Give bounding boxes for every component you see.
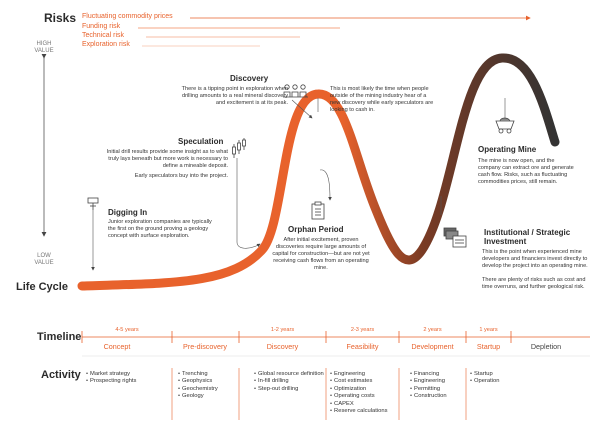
- operating-mine-description: The mine is now open, and the company ca…: [478, 158, 574, 185]
- risk-technical: Technical risk: [82, 32, 125, 39]
- list-item: Geophysics: [178, 378, 238, 385]
- institutional-title: Institutional / Strategic Investment: [484, 228, 571, 246]
- low-value-label: LOW VALUE: [34, 253, 54, 266]
- years-concept-prediscovery: 4-5 years: [115, 327, 139, 333]
- risks-heading: Risks: [44, 11, 77, 25]
- money-document-icon: [443, 227, 467, 248]
- years-startup: 1 years: [479, 327, 498, 333]
- discovery-note: This is most likely the time when people…: [330, 86, 434, 113]
- activity-list-pre-discovery: Trenching Geophysics Geochemistry Geolog…: [178, 371, 238, 401]
- investors-icon: [283, 84, 308, 98]
- phase-startup: Startup: [476, 342, 501, 351]
- risk-commodity-prices: Fluctuating commodity prices: [82, 13, 173, 20]
- list-item: Geochemistry: [178, 386, 238, 393]
- list-item: Engineering: [330, 371, 400, 378]
- activity-list-startup: Startup Operation: [470, 371, 518, 386]
- list-item: Financing: [410, 371, 466, 378]
- drill-rig-icon: [87, 197, 99, 210]
- phase-depletion: Depletion: [530, 342, 562, 351]
- list-item: In-fill drilling: [254, 378, 326, 385]
- list-item: Optimization: [330, 386, 400, 393]
- years-feasibility: 2-3 years: [350, 327, 375, 333]
- list-item: Step-out drilling: [254, 386, 326, 393]
- phase-development: Development: [411, 342, 454, 351]
- digging-in-title: Digging In: [108, 208, 148, 217]
- activity-heading: Activity: [41, 369, 81, 381]
- digging-in-description: Junior exploration companies are typical…: [108, 219, 212, 239]
- list-item: Engineering: [410, 378, 466, 385]
- list-item: Operating costs: [330, 393, 400, 400]
- list-item: Trenching: [178, 371, 238, 378]
- phase-discovery: Discovery: [266, 342, 299, 351]
- list-item: Startup: [470, 371, 518, 378]
- list-item: Operation: [470, 378, 518, 385]
- list-item: Market strategy: [86, 371, 170, 378]
- candlestick-chart-icon: [232, 138, 246, 158]
- list-item: Construction: [410, 393, 466, 400]
- speculation-title: Speculation: [178, 137, 224, 146]
- activity-list-development: Financing Engineering Permitting Constru…: [410, 371, 466, 401]
- speculation-description: Initial drill results provide some insig…: [106, 149, 228, 169]
- high-value-label: HIGH VALUE: [34, 41, 54, 54]
- institutional-description: This is the point when experienced mine …: [482, 249, 588, 269]
- orphan-period-description: After initial excitement, proven discove…: [272, 237, 370, 271]
- list-item: Geology: [178, 393, 238, 400]
- activity-list-discovery: Global resource definition In-fill drill…: [254, 371, 326, 393]
- years-development: 2 years: [423, 327, 442, 333]
- list-item: Global resource definition: [254, 371, 326, 378]
- list-item: CAPEX: [330, 401, 400, 408]
- speculation-note: Early speculators buy into the project.: [134, 173, 228, 179]
- phase-feasibility: Feasibility: [346, 342, 379, 351]
- years-discovery: 1-2 years: [270, 327, 295, 333]
- life-cycle-label: Life Cycle: [16, 281, 68, 293]
- activity-list-concept: Market strategy Prospecting rights: [86, 371, 170, 386]
- discovery-title: Discovery: [230, 74, 269, 83]
- discovery-description: There is a tipping point in exploration …: [181, 86, 288, 106]
- activity-list-feasibility: Engineering Cost estimates Optimization …: [330, 371, 400, 415]
- list-item: Cost estimates: [330, 378, 400, 385]
- phase-pre-discovery: Pre-discovery: [183, 342, 227, 351]
- list-item: Permitting: [410, 386, 466, 393]
- life-cycle-curve: [77, 53, 560, 291]
- mine-cart-icon: [495, 117, 515, 134]
- phase-concept: Concept: [103, 342, 131, 351]
- risk-funding: Funding risk: [82, 23, 121, 30]
- orphan-period-title: Orphan Period: [288, 225, 344, 234]
- timeline-heading: Timeline: [37, 331, 82, 343]
- operating-mine-title: Operating Mine: [478, 145, 537, 154]
- list-item: Prospecting rights: [86, 378, 170, 385]
- list-item: Reserve calculations: [330, 408, 400, 415]
- risk-exploration: Exploration risk: [82, 41, 130, 48]
- clipboard-icon: [311, 201, 325, 220]
- institutional-note: There are plenty of risks such as cost a…: [482, 277, 586, 290]
